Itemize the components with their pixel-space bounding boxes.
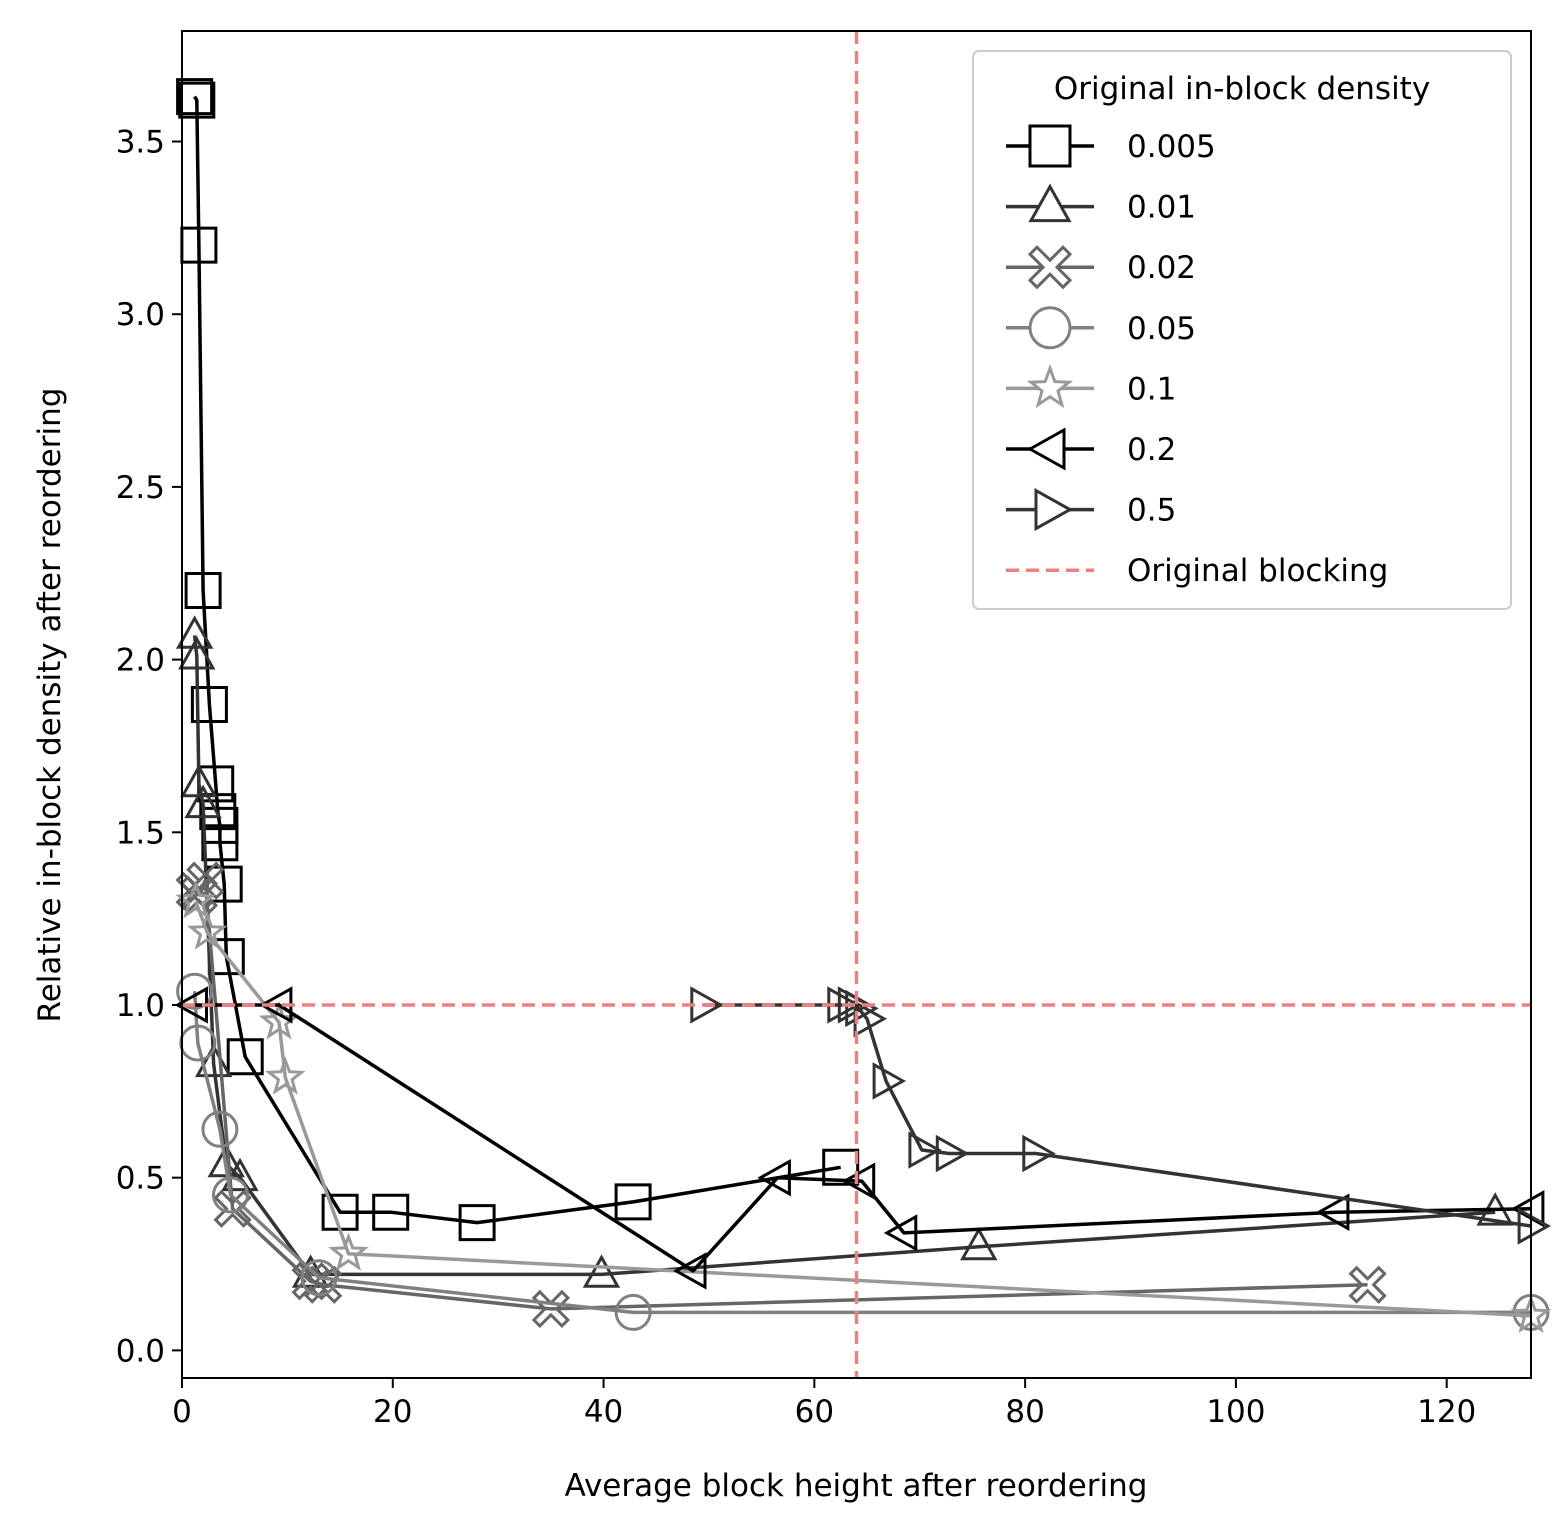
data-point-triangle-up (184, 784, 222, 819)
data-point-thick-x (304, 1265, 343, 1304)
legend-entry: 0.1 (1006, 364, 1176, 409)
y-tick-label: 3.0 (116, 297, 165, 333)
data-point-square (822, 1148, 860, 1186)
legend-label: 0.02 (1127, 250, 1196, 286)
data-point-thick-x (1348, 1265, 1387, 1304)
legend-title: Original in-block density (1054, 71, 1430, 107)
data-point-triangle-left (673, 1252, 707, 1290)
legend-label: Original blocking (1127, 553, 1388, 589)
data-point-circle (211, 1176, 250, 1214)
data-point-thick-x (213, 1189, 252, 1228)
y-tick-label: 0.5 (116, 1161, 165, 1197)
data-point-circle (201, 1110, 239, 1148)
legend-entry: 0.5 (1006, 488, 1176, 532)
data-point-thick-x (186, 861, 225, 900)
data-point-square (190, 686, 228, 723)
reference-lines (182, 31, 1531, 1378)
x-ticks: 0 20 40 60 80 100 120 (172, 1378, 1476, 1430)
legend-marker-triangle-right (1034, 488, 1074, 532)
legend-entry-reference: Original blocking (1006, 553, 1388, 589)
data-point-star (265, 1056, 306, 1095)
data-point-triangle-up (178, 636, 216, 670)
y-ticks: 0.0 0.5 1.0 1.5 2.0 2.5 3.0 3.5 (116, 125, 182, 1369)
legend-label: 0.05 (1127, 311, 1196, 347)
data-point-triangle-up (960, 1226, 998, 1261)
series-layer (174, 78, 1552, 1334)
legend-entry: 0.01 (1006, 183, 1196, 226)
x-tick-label: 80 (1005, 1394, 1044, 1430)
data-point-triangle-left (883, 1214, 918, 1252)
data-point-star (175, 880, 216, 919)
data-point-circle (179, 1024, 217, 1062)
x-tick-label: 0 (172, 1394, 192, 1430)
legend-marker-square (1028, 124, 1072, 168)
data-point-triangle-right (908, 1131, 942, 1169)
series-line (194, 1003, 1532, 1273)
data-point-circle (614, 1293, 652, 1331)
x-tick-label: 20 (373, 1394, 412, 1430)
data-point-square (321, 1193, 359, 1231)
data-point-triangle-right (1517, 1207, 1552, 1245)
legend-entry: 0.2 (1006, 427, 1176, 471)
data-point-square (176, 78, 214, 116)
data-point-triangle-up (175, 615, 214, 649)
legend: Original in-block density 0.0050.010.020… (972, 50, 1512, 610)
x-tick-label: 100 (1206, 1394, 1265, 1430)
data-point-square (458, 1204, 496, 1242)
y-tick-label: 2.0 (116, 643, 165, 679)
legend-entry: 0.05 (1006, 306, 1196, 350)
legend-box (972, 50, 1512, 610)
legend-marker-thick-x (1027, 245, 1073, 290)
legend-label: 0.2 (1127, 432, 1176, 468)
x-tick-label: 40 (584, 1394, 623, 1430)
series-0.2 (174, 986, 1545, 1290)
y-tick-label: 2.5 (116, 470, 165, 506)
data-point-triangle-right (935, 1134, 970, 1173)
legend-label: 0.01 (1127, 190, 1196, 226)
data-point-triangle-left (841, 1162, 876, 1200)
data-point-square (226, 1038, 264, 1076)
data-point-square (184, 572, 222, 609)
legend-marker-star (1026, 364, 1074, 409)
legend-label: 0.005 (1127, 129, 1216, 165)
data-point-triangle-left (757, 1158, 791, 1197)
data-point-star (328, 1232, 369, 1271)
y-tick-label: 0.0 (116, 1333, 165, 1369)
data-point-thick-x (531, 1289, 571, 1329)
plot-frame (181, 30, 1532, 1379)
legend-entry: 0.02 (1006, 245, 1196, 290)
series-line (194, 900, 1532, 1318)
legend-entries: 0.005 0.01 0.02 0.05 0.1 0.2 0.5 Original block… (1006, 124, 1388, 589)
data-point-triangle-right (845, 989, 879, 1028)
data-point-star (187, 911, 228, 950)
data-point-triangle-right (872, 1062, 907, 1100)
data-point-triangle-up (582, 1254, 621, 1288)
x-tick-label: 60 (795, 1394, 834, 1430)
legend-marker-triangle-left (1026, 427, 1066, 471)
legend-label: 0.5 (1127, 493, 1176, 529)
x-tick-label: 120 (1417, 1394, 1476, 1430)
legend-label: 0.1 (1127, 371, 1176, 407)
data-point-square (201, 824, 239, 862)
data-point-triangle-right (1022, 1134, 1056, 1173)
data-point-triangle-up (221, 1157, 259, 1192)
data-point-square (178, 81, 216, 119)
series-line (192, 991, 1531, 1315)
data-point-triangle-left (1315, 1193, 1350, 1231)
y-tick-label: 3.5 (116, 125, 165, 161)
series-0.05 (176, 972, 1550, 1331)
legend-marker-triangle-up (1028, 183, 1072, 223)
data-point-square (614, 1183, 652, 1221)
legend-marker-circle (1028, 306, 1072, 350)
y-axis-label: Relative in-block density after reorderi… (32, 388, 68, 1023)
data-point-thick-x (291, 1262, 330, 1301)
legend-entry: 0.005 (1006, 124, 1216, 168)
y-tick-label: 1.5 (116, 815, 165, 851)
data-point-triangle-left (1510, 1190, 1545, 1228)
data-point-circle (300, 1259, 338, 1297)
y-tick-label: 1.0 (116, 988, 165, 1024)
x-axis-label: Average block height after reordering (565, 1468, 1148, 1504)
data-point-square (372, 1193, 410, 1231)
